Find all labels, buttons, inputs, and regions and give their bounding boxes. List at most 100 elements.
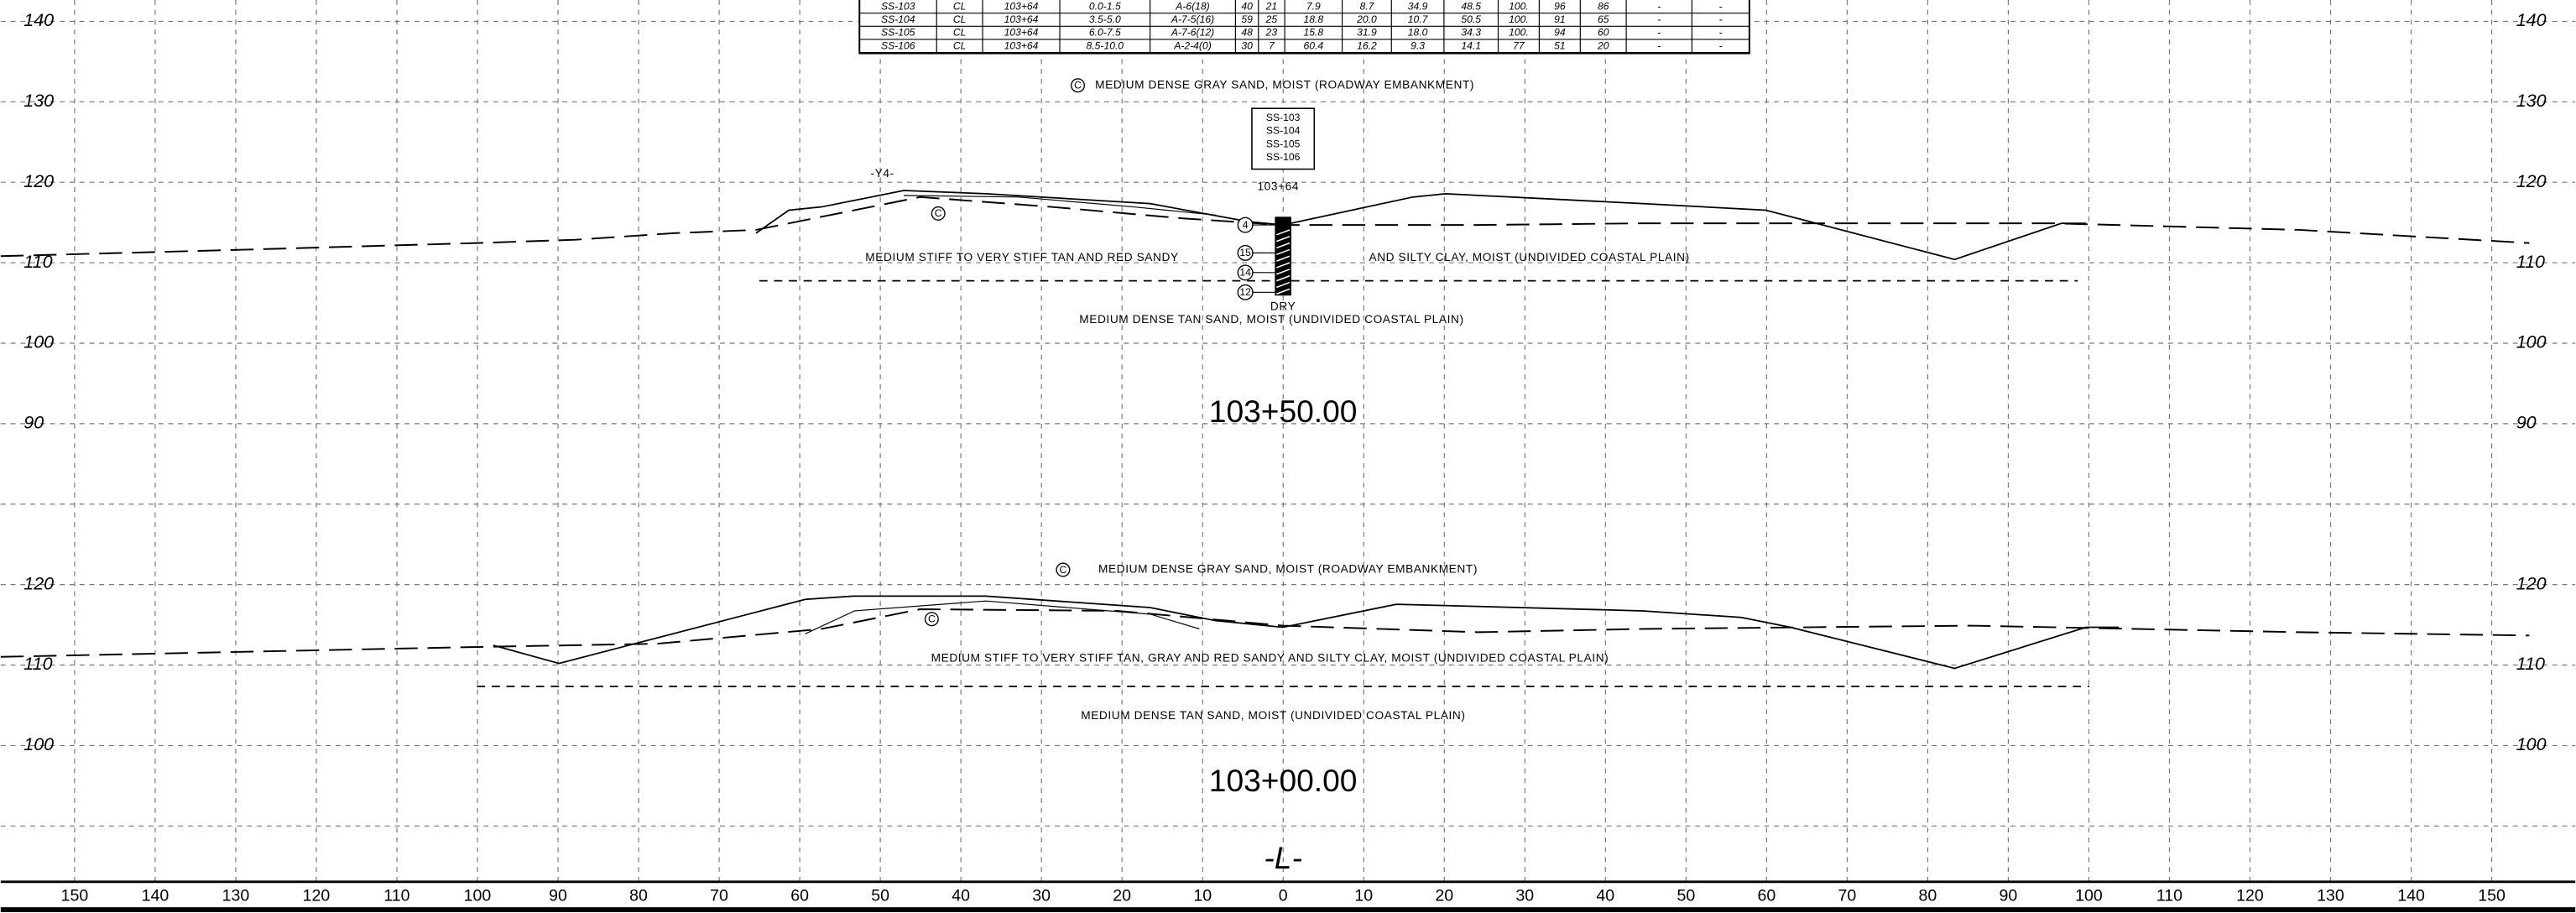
sample-number: 15 bbox=[1239, 247, 1251, 258]
elevation-label: 120 bbox=[2516, 171, 2547, 191]
table-cell: 8.7 bbox=[1359, 0, 1374, 12]
table-cell: - bbox=[1657, 13, 1661, 25]
boring-sample-id: SS-106 bbox=[1266, 151, 1301, 163]
table-cell: 7 bbox=[1269, 39, 1275, 51]
elevation-label: 110 bbox=[23, 654, 52, 674]
offset-label: 80 bbox=[1919, 887, 1937, 905]
layer-label: MEDIUM STIFF TO VERY STIFF TAN, GRAY AND… bbox=[931, 651, 1609, 664]
soil-symbol-ring bbox=[931, 206, 946, 221]
table-cell: 34.3 bbox=[1461, 27, 1481, 39]
table-cell: 60.4 bbox=[1304, 39, 1324, 51]
table-cell: 14.1 bbox=[1461, 39, 1481, 51]
table-cell: 25 bbox=[1265, 13, 1278, 25]
offset-label: 80 bbox=[629, 887, 648, 905]
table-cell: 59 bbox=[1241, 13, 1253, 25]
boring-hatch bbox=[1276, 229, 1291, 236]
elevation-label: 100 bbox=[23, 734, 54, 754]
table-cell: A-2-4(0) bbox=[1173, 39, 1211, 51]
table-cell: 30 bbox=[1241, 39, 1253, 51]
table-cell: A-7-6(12) bbox=[1171, 27, 1214, 39]
table-cell: CL bbox=[953, 27, 967, 39]
elevation-label: 130 bbox=[23, 91, 54, 111]
table-cell: 50.5 bbox=[1461, 13, 1481, 25]
elevation-label: 120 bbox=[23, 573, 54, 593]
soil-symbol: C bbox=[928, 613, 936, 625]
boring-hatch bbox=[1276, 275, 1291, 282]
offset-label: 20 bbox=[1435, 887, 1453, 905]
table-cell: 31.9 bbox=[1357, 27, 1377, 39]
soil-symbol: C bbox=[1074, 80, 1082, 91]
existing-ground-1 bbox=[0, 196, 2530, 258]
table-cell: 48 bbox=[1241, 27, 1253, 39]
sample-number: 12 bbox=[1239, 286, 1251, 298]
table-cell: 18.0 bbox=[1408, 27, 1428, 39]
table-cell: 51 bbox=[1554, 39, 1566, 51]
table-cell: CL bbox=[953, 13, 967, 25]
table-cell: 15.8 bbox=[1304, 27, 1324, 39]
pavement-2 bbox=[805, 600, 1200, 634]
elevation-label: 90 bbox=[23, 413, 44, 433]
water-level: DRY bbox=[1270, 300, 1296, 313]
table-cell: 103+64 bbox=[1004, 27, 1039, 39]
offset-label: 150 bbox=[61, 887, 89, 905]
elevation-label: 120 bbox=[23, 171, 54, 191]
boring-hatch bbox=[1276, 281, 1291, 289]
sample-number: 4 bbox=[1243, 219, 1249, 231]
boring-hatch bbox=[1276, 248, 1291, 256]
table-cell: - bbox=[1657, 0, 1661, 12]
offset-label: 10 bbox=[1354, 887, 1373, 905]
elevation-label: 140 bbox=[2516, 10, 2547, 30]
table-cell: 16.2 bbox=[1357, 39, 1377, 51]
table-cell: 34.9 bbox=[1408, 0, 1428, 12]
offset-label: 120 bbox=[303, 887, 331, 905]
table-cell: 8.5-10.0 bbox=[1087, 39, 1124, 51]
offset-label: 130 bbox=[2317, 887, 2344, 905]
boring-sample-id: SS-105 bbox=[1266, 138, 1301, 149]
table-cell: 96 bbox=[1554, 0, 1566, 12]
table-cell: - bbox=[1657, 39, 1661, 51]
table-cell: 100. bbox=[1509, 27, 1529, 39]
elevation-label: 100 bbox=[23, 332, 54, 352]
centerline-label: -L- bbox=[1264, 840, 1301, 875]
table-cell: CL bbox=[953, 0, 967, 12]
offset-label: 110 bbox=[383, 887, 409, 905]
elevation-label: 100 bbox=[2516, 734, 2547, 754]
soil-symbol-ring bbox=[1056, 562, 1071, 577]
table-cell: 100. bbox=[1509, 13, 1529, 25]
layer-label: MEDIUM STIFF TO VERY STIFF TAN AND RED S… bbox=[865, 251, 1178, 263]
table-cell: - bbox=[1719, 27, 1723, 39]
offset-label: 130 bbox=[222, 887, 250, 905]
boring-hatch bbox=[1276, 236, 1291, 243]
offset-label: 110 bbox=[2156, 887, 2182, 905]
table-cell: SS-105 bbox=[881, 27, 915, 39]
layer-label: MEDIUM DENSE TAN SAND, MOIST (UNDIVIDED … bbox=[1079, 313, 1463, 326]
boring-hatch bbox=[1276, 262, 1291, 269]
table-cell: 20.0 bbox=[1356, 13, 1377, 25]
station-label: 103+00.00 bbox=[1209, 763, 1358, 798]
table-cell: 86 bbox=[1598, 0, 1609, 12]
table-cell: 21 bbox=[1265, 0, 1277, 12]
offset-label: 10 bbox=[1193, 887, 1212, 905]
sample-number: 14 bbox=[1239, 267, 1251, 279]
table-cell: - bbox=[1719, 39, 1723, 51]
offset-label: 30 bbox=[1032, 887, 1051, 905]
offset-label: 100 bbox=[2075, 887, 2103, 905]
offset-label: 60 bbox=[1757, 887, 1776, 905]
boring-log bbox=[1275, 217, 1291, 296]
table-cell: 3.5-5.0 bbox=[1089, 13, 1121, 25]
layer-label: MEDIUM DENSE GRAY SAND, MOIST (ROADWAY E… bbox=[1098, 563, 1478, 576]
boring-hatch bbox=[1276, 242, 1291, 249]
layer-label: MEDIUM DENSE TAN SAND, MOIST (UNDIVIDED … bbox=[1081, 709, 1465, 722]
soil-symbol-ring bbox=[1071, 78, 1086, 93]
pavement-1 bbox=[904, 195, 1216, 216]
elevation-label: 140 bbox=[23, 10, 54, 30]
table-cell: 103+64 bbox=[1004, 0, 1039, 12]
layer-label: AND SILTY CLAY, MOIST (UNDIVIDED COASTAL… bbox=[1369, 251, 1690, 263]
table-cell: A-6(18) bbox=[1175, 0, 1209, 12]
elevation-label: 110 bbox=[23, 252, 52, 272]
offset-label: 40 bbox=[1596, 887, 1614, 905]
table-cell: 48.5 bbox=[1461, 0, 1481, 12]
offset-label: 100 bbox=[464, 887, 492, 905]
elevation-label: 130 bbox=[2516, 91, 2547, 111]
elevation-label: 90 bbox=[2516, 413, 2537, 433]
